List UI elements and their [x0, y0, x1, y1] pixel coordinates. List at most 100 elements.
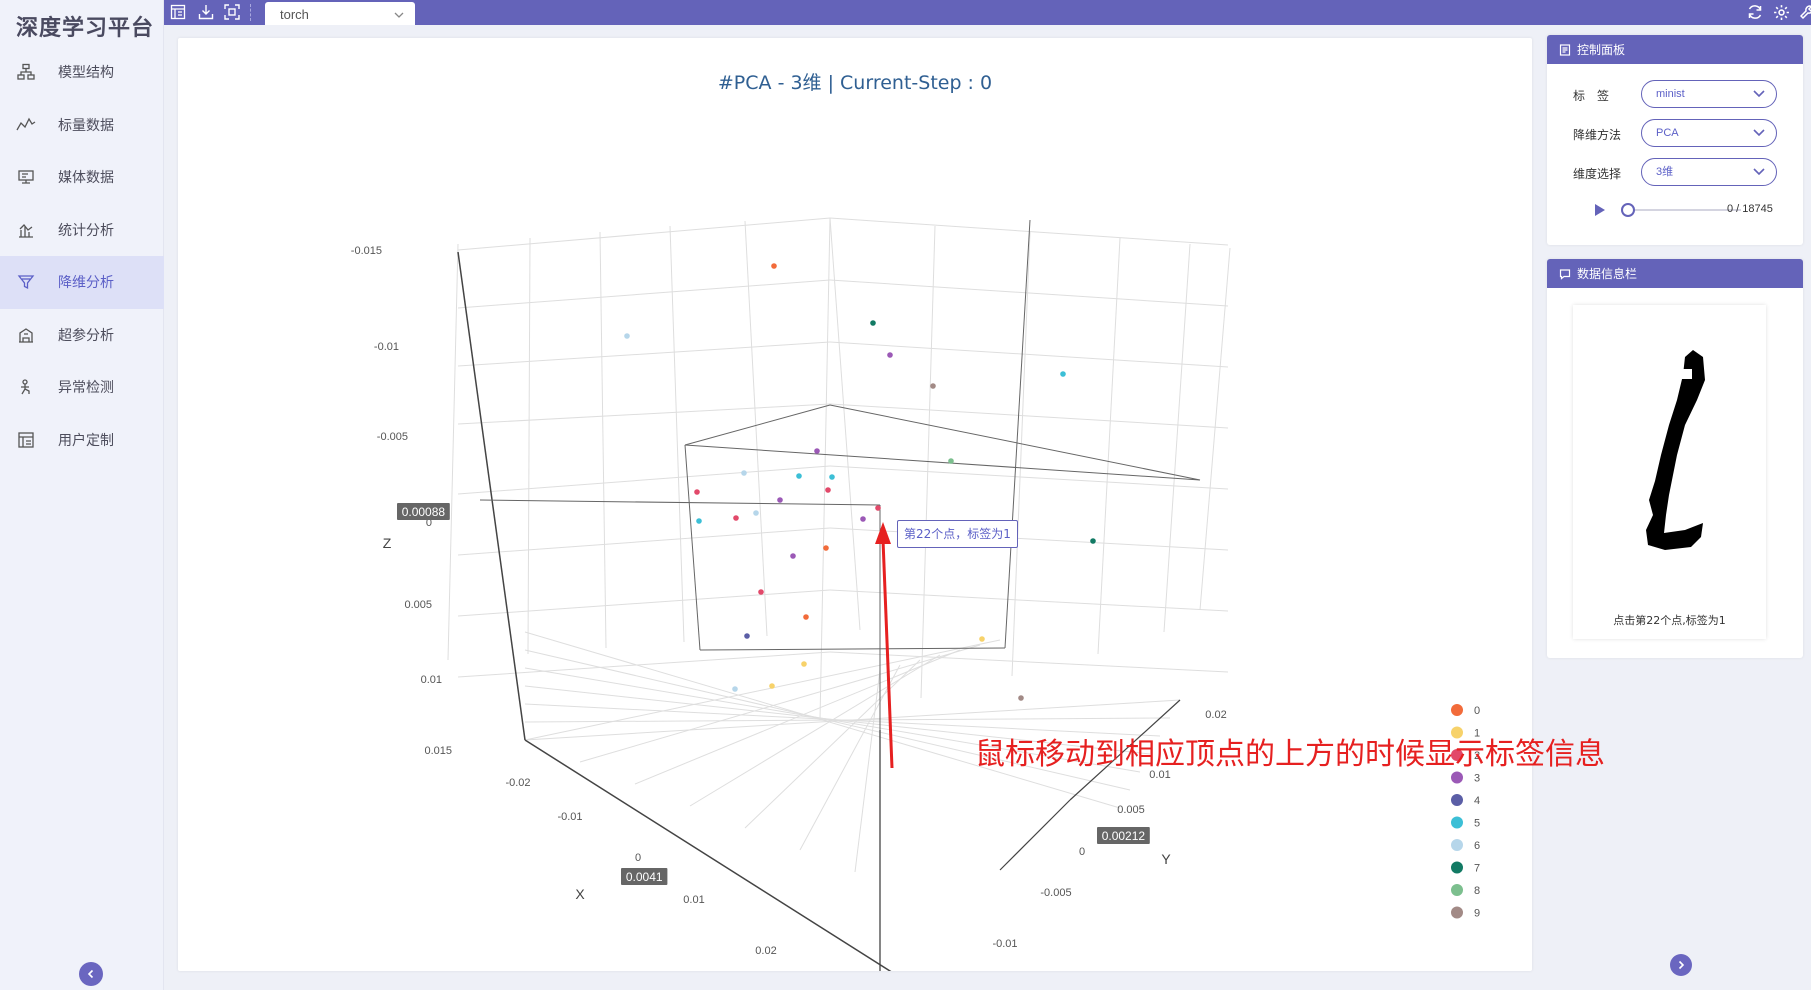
data-point — [771, 263, 777, 269]
x-tick-label: -0.02 — [505, 777, 530, 789]
grid-line — [457, 651, 831, 678]
panel-collapse-button[interactable] — [1670, 954, 1692, 976]
sidebar-item-scalar-data[interactable]: 标量数据 — [0, 99, 164, 152]
legend-label: 0 — [1474, 705, 1480, 717]
legend-swatch — [1451, 704, 1463, 716]
grid-line — [829, 403, 1229, 429]
data-point — [860, 516, 866, 522]
data-point — [801, 661, 807, 667]
gear-icon[interactable] — [1772, 3, 1790, 21]
data-point — [979, 636, 985, 642]
sidebar-item-label: 统计分析 — [58, 222, 114, 239]
legend-label: 9 — [1474, 908, 1480, 920]
template-icon[interactable] — [169, 3, 187, 21]
step-slider-track[interactable] — [1627, 209, 1741, 211]
legend-swatch — [1451, 839, 1463, 851]
grid-line — [524, 685, 1151, 755]
sidebar-item-label: 模型结构 — [58, 65, 114, 82]
data-point — [814, 448, 820, 454]
grid-line — [634, 649, 961, 785]
label-select[interactable]: minist — [1641, 80, 1777, 108]
method-field-label: 降维方法 — [1573, 128, 1622, 142]
wrench-icon[interactable] — [1798, 3, 1811, 21]
sidebar-collapse-button[interactable] — [79, 962, 103, 986]
legend-label: 6 — [1474, 840, 1480, 852]
sidebar-item-anomaly[interactable]: 异常检测 — [0, 361, 164, 414]
z-axis-line — [457, 251, 526, 741]
chart-card: #PCA - 3维 | Current-Step : 0 -0.015 -0.01… — [178, 38, 1532, 971]
data-point — [777, 497, 783, 503]
label-select-value: minist — [1656, 88, 1685, 100]
legend-label: 1 — [1474, 728, 1480, 740]
legend-label: 2 — [1474, 750, 1480, 762]
grid-line — [829, 217, 861, 631]
z-readout-bg — [397, 503, 450, 520]
download-icon[interactable] — [197, 3, 215, 21]
play-icon — [1595, 204, 1605, 216]
dim-select-value: 3维 — [1656, 166, 1674, 178]
grid-line — [1163, 243, 1191, 633]
y-tick-label: -0.01 — [992, 938, 1017, 950]
top-bar: torch — [164, 0, 1811, 25]
grid-line — [457, 341, 831, 367]
data-point — [823, 545, 829, 551]
legend-swatch — [1451, 771, 1463, 784]
projection-line — [1004, 219, 1031, 649]
y-axis-label: Y — [1161, 851, 1171, 867]
grid-line — [829, 651, 1229, 673]
grid-line — [799, 664, 901, 851]
funnel-icon — [16, 272, 36, 292]
grid-line — [524, 703, 1161, 737]
sidebar-item-dim-reduction[interactable]: 降维分析 — [0, 256, 164, 309]
control-panel-title: 控制面板 — [1577, 43, 1626, 57]
sidebar-item-label: 超参分析 — [58, 327, 114, 344]
data-point — [825, 487, 831, 493]
fullscreen-icon[interactable] — [223, 3, 241, 21]
grid-line — [744, 220, 768, 637]
run-select[interactable]: torch — [265, 2, 415, 25]
template-icon — [16, 430, 36, 450]
scatter-3d-plot[interactable]: -0.015-0.01-0.00500.0050.010.015-0.02-0.… — [178, 38, 1532, 971]
grid-line — [1011, 231, 1031, 677]
y-readout-bg — [1097, 827, 1150, 844]
data-point — [769, 683, 775, 689]
y-tick-label: 0.01 — [1149, 769, 1170, 781]
y-tick-label: 0.005 — [1117, 804, 1145, 816]
method-row: 降维方法 PCA — [1547, 119, 1803, 147]
step-slider-thumb[interactable] — [1621, 203, 1635, 217]
run-select-value: torch — [280, 7, 309, 22]
x-readout-bg — [621, 868, 668, 885]
sidebar-item-model-structure[interactable]: 模型结构 — [0, 46, 164, 99]
legend-swatch — [1451, 726, 1463, 739]
data-point — [758, 589, 764, 595]
dim-select[interactable]: 3维 — [1641, 158, 1777, 186]
play-button[interactable] — [1591, 202, 1607, 218]
refresh-icon[interactable] — [1746, 3, 1764, 21]
sidebar-item-statistics[interactable]: 统计分析 — [0, 204, 164, 257]
grid-line — [524, 667, 1141, 773]
data-point — [741, 470, 747, 476]
grid-line — [599, 231, 607, 649]
grid-line — [457, 465, 831, 495]
data-point — [930, 383, 936, 389]
annotation-text: 鼠标移动到相应顶点的上方的时候显示标签信息 — [975, 737, 1605, 772]
data-point — [1090, 538, 1096, 544]
data-point — [790, 553, 796, 559]
method-select[interactable]: PCA — [1641, 119, 1777, 147]
chart-title: #PCA - 3维 | Current-Step : 0 — [717, 72, 993, 94]
toolbar-divider — [250, 4, 251, 21]
grid-line — [524, 649, 1131, 791]
z-tick-label: 0.01 — [421, 674, 442, 686]
person-run-icon — [16, 377, 36, 397]
projection-line — [684, 444, 701, 651]
dim-row: 维度选择 3维 — [1547, 158, 1803, 186]
sidebar-item-hyperparam[interactable]: 超参分析 — [0, 309, 164, 362]
z-tick-label: 0.005 — [404, 599, 432, 611]
legend-label: 3 — [1474, 773, 1480, 785]
projection-line — [684, 444, 1201, 481]
grid-line — [457, 403, 831, 425]
grid-line — [819, 217, 831, 721]
sidebar-item-media-data[interactable]: 媒体数据 — [0, 151, 164, 204]
sidebar-item-user-custom[interactable]: 用户定制 — [0, 414, 164, 467]
data-point — [948, 458, 954, 464]
